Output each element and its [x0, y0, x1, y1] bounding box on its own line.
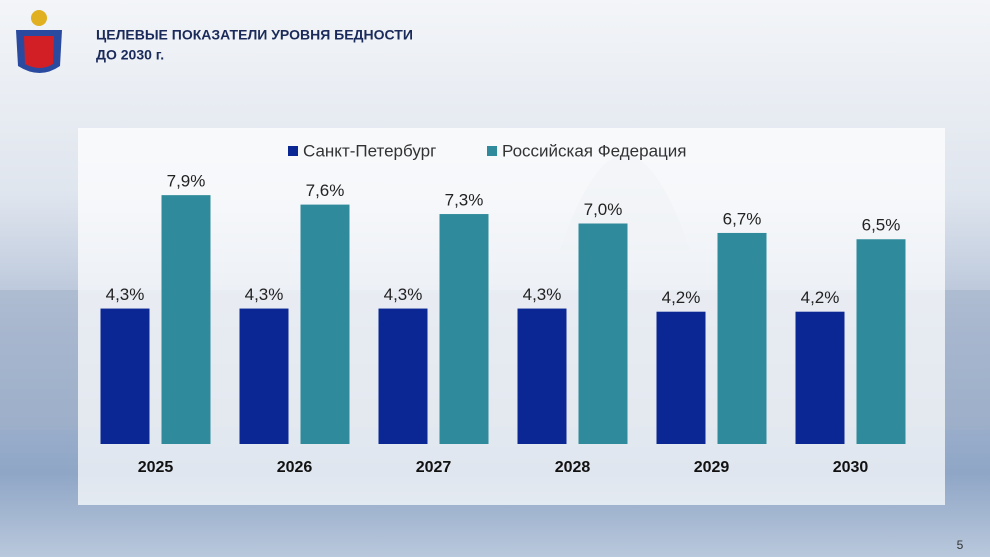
bar — [439, 214, 489, 444]
bar — [856, 239, 906, 444]
data-label: 4,2% — [662, 288, 701, 307]
bar — [100, 308, 150, 444]
slide-number: 5 — [957, 538, 964, 552]
data-label: 4,3% — [523, 285, 562, 304]
emblem — [16, 10, 62, 73]
bar — [578, 223, 628, 444]
bar — [161, 195, 211, 444]
legend-swatch — [487, 146, 497, 156]
data-label: 6,7% — [723, 209, 762, 228]
bar — [795, 311, 845, 444]
data-label: 7,0% — [584, 200, 623, 219]
bar — [378, 308, 428, 444]
x-tick-label: 2030 — [833, 459, 869, 476]
data-label: 4,3% — [106, 285, 145, 304]
data-label: 4,3% — [384, 285, 423, 304]
legend-label: Российская Федерация — [502, 141, 686, 160]
bar — [300, 204, 350, 444]
x-tick-label: 2029 — [694, 459, 730, 476]
x-tick-label: 2027 — [416, 459, 452, 476]
data-label: 6,5% — [862, 216, 901, 235]
data-label: 7,3% — [445, 191, 484, 210]
bar — [239, 308, 289, 444]
legend-label: Санкт-Петербург — [303, 141, 436, 160]
data-label: 7,6% — [306, 181, 345, 200]
data-label: 4,2% — [801, 288, 840, 307]
x-tick-label: 2028 — [555, 459, 591, 476]
bar — [517, 308, 567, 444]
slide-subtitle: ДО 2030 г. — [96, 47, 164, 63]
x-tick-label: 2025 — [138, 459, 174, 476]
bar — [717, 232, 767, 444]
bar — [656, 311, 706, 444]
data-label: 7,9% — [167, 172, 206, 191]
slide-title: ЦЕЛЕВЫЕ ПОКАЗАТЕЛИ УРОВНЯ БЕДНОСТИ — [96, 27, 413, 43]
data-label: 4,3% — [245, 285, 284, 304]
x-tick-label: 2026 — [277, 459, 313, 476]
legend-swatch — [288, 146, 298, 156]
